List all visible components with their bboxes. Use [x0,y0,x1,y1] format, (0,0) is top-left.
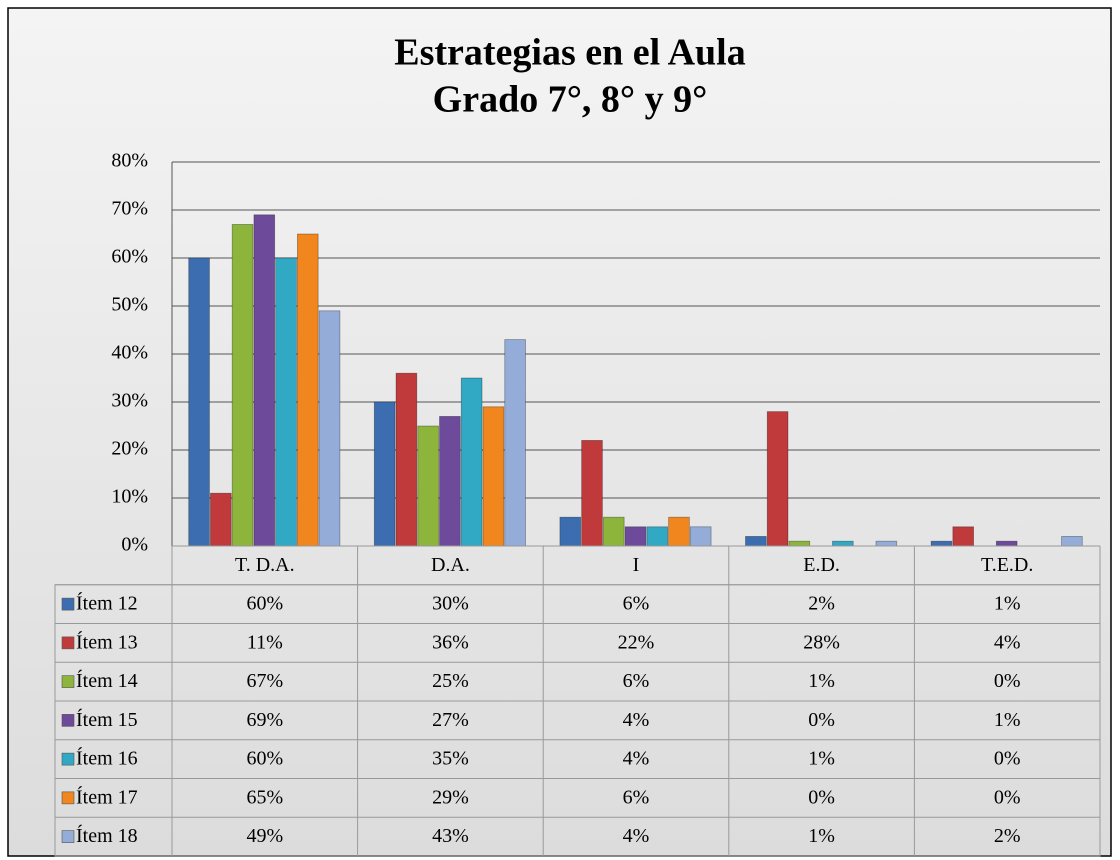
table-value: 25% [432,670,469,692]
table-value: 4% [994,631,1021,653]
table-value: 4% [623,748,650,770]
legend-key [61,597,75,611]
table-value: 36% [432,631,469,653]
bar [210,492,232,547]
table-value: 6% [623,593,650,615]
legend-label: Ítem 15 [76,708,138,731]
bar [275,257,297,547]
legend-key [61,714,75,727]
table-value: 11% [247,631,283,653]
x-tick-label: I [633,554,640,576]
bar [373,401,396,547]
table-value: 28% [803,631,840,653]
bar [188,257,210,547]
y-tick-label: 80% [111,150,148,172]
bar [253,214,276,547]
y-tick-label: 30% [111,390,148,412]
legend-label: Ítem 18 [76,824,138,847]
legend-label: Ítem 16 [76,747,138,770]
table-value: 49% [246,825,283,847]
bar [602,516,625,547]
x-tick-label: T.E.D. [981,554,1033,576]
bar [668,516,690,547]
bar [460,377,483,547]
table-value: 2% [808,593,835,615]
bar [952,526,974,547]
bar [766,411,789,547]
bar [318,310,341,547]
bar [624,526,647,547]
x-tick-label: D.A. [431,554,470,576]
bar [832,540,854,547]
legend-label: Ítem 13 [76,630,138,653]
legend-key [61,752,75,766]
bar [930,540,953,547]
bar [417,425,439,547]
table-value: 0% [994,670,1021,692]
table-value: 67% [246,670,283,692]
y-tick-label: 10% [111,486,148,508]
table-value: 0% [994,748,1021,770]
chart-subtitle: Grado 7°, 8° y 9° [433,79,708,121]
table-value: 4% [623,709,650,731]
y-tick-label: 60% [111,246,148,268]
table-value: 69% [246,709,283,731]
legend-key [61,636,75,650]
table-value: 1% [994,709,1021,731]
table-value: 60% [246,593,283,615]
table-value: 30% [432,593,469,615]
legend-key [61,675,75,688]
bar [875,540,898,547]
bar [482,406,505,547]
table-value: 0% [994,786,1021,808]
table-value: 29% [432,786,469,808]
table-value: 0% [808,709,835,731]
legend-key [61,830,75,843]
bar [745,536,767,547]
bar [297,233,319,547]
table-value: 6% [623,786,650,808]
table-value: 43% [432,825,469,847]
bar [559,516,582,547]
x-tick-label: T. D.A. [235,554,295,576]
bar [689,526,712,547]
bar [231,223,254,547]
table-value: 27% [432,709,469,731]
y-tick-label: 50% [111,294,148,316]
table-value: 1% [808,748,835,770]
legend-label: Ítem 14 [76,669,138,692]
y-tick-label: 0% [121,534,148,556]
table-value: 4% [623,825,650,847]
legend-label: Ítem 17 [76,785,138,808]
chart-frame [7,7,1112,857]
bar [788,540,811,547]
chart-title: Estrategias en el Aula [394,32,745,74]
bar [395,372,418,547]
table-value: 60% [246,748,283,770]
y-tick-label: 20% [111,438,148,460]
table-value: 35% [432,748,469,770]
y-tick-label: 40% [111,342,148,364]
x-tick-label: E.D. [803,554,840,576]
bar [581,439,603,547]
table-value: 1% [808,825,835,847]
table-value: 0% [808,786,835,808]
table-value: 6% [623,670,650,692]
bar [439,415,461,547]
legend-key [61,791,75,805]
y-tick-label: 70% [111,198,148,220]
bar [646,526,669,547]
table-value: 2% [994,825,1021,847]
legend-label: Ítem 12 [76,592,138,615]
table-value: 1% [808,670,835,692]
table-value: 22% [618,631,655,653]
bar [504,339,526,547]
table-value: 65% [246,786,283,808]
bar [995,540,1018,547]
table-value: 1% [994,593,1021,615]
bar [1061,536,1083,547]
